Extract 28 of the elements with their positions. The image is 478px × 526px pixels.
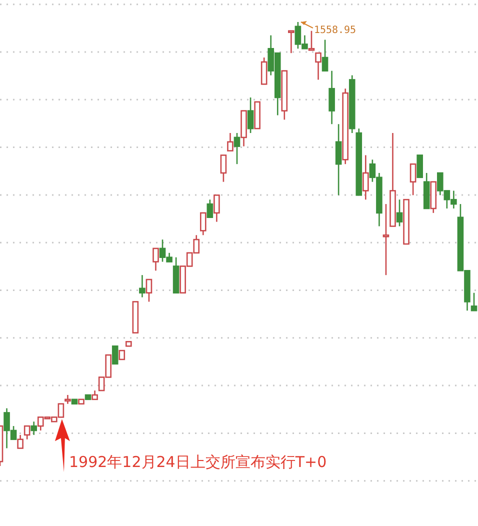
candlestick	[227, 132, 234, 152]
candlestick	[17, 434, 24, 449]
candlestick	[206, 198, 214, 218]
candlestick	[416, 154, 423, 178]
candlestick	[322, 39, 328, 72]
candlestick	[382, 203, 390, 276]
candlestick	[220, 154, 227, 182]
candlestick	[315, 52, 322, 80]
candlestick	[30, 420, 38, 436]
candlestick	[396, 198, 403, 227]
candlestick	[362, 154, 369, 200]
candlestick	[410, 163, 416, 196]
candlestick	[200, 212, 206, 236]
candlestick	[152, 248, 159, 272]
candlestick	[247, 96, 254, 134]
candlestick	[146, 278, 152, 302]
annotation: 1992年12月24日上交所宣布实行T+0	[69, 453, 327, 471]
candlestick	[214, 194, 220, 222]
candlestick	[139, 274, 146, 298]
candlestick	[234, 132, 240, 165]
candlestick	[112, 345, 118, 365]
candlestick	[328, 70, 335, 125]
candlestick	[288, 30, 294, 54]
candlestick	[260, 56, 268, 85]
candlestick	[24, 425, 30, 440]
candlestick	[335, 123, 342, 196]
annotation: 1558.95	[314, 25, 356, 36]
candlestick	[470, 292, 478, 312]
